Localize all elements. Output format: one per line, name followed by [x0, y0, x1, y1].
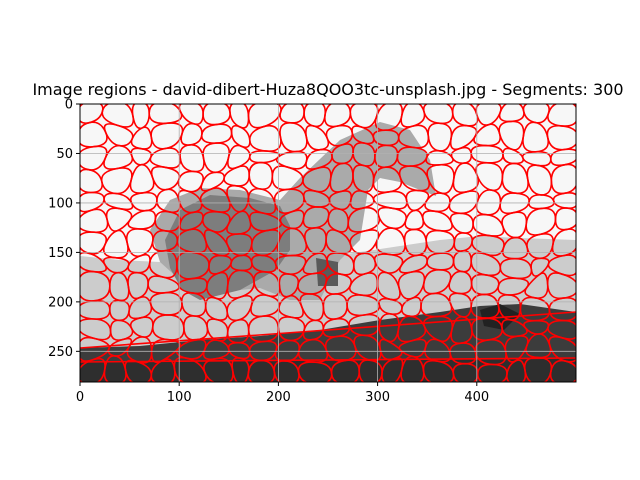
x-tick-label: 0 — [76, 390, 84, 405]
y-tick-label: 0 — [65, 98, 73, 113]
segment-cell — [297, 361, 333, 382]
segment-cell — [400, 355, 425, 382]
image-layer — [80, 104, 576, 382]
segment-cell — [203, 357, 234, 382]
segment-cell — [523, 356, 553, 382]
segment-cell — [549, 359, 576, 382]
segment-cell — [476, 363, 508, 382]
segment-cell — [422, 359, 455, 382]
segment-cell — [381, 357, 404, 382]
y-tick-label: 150 — [48, 246, 73, 261]
plot-frame — [79, 103, 577, 383]
x-tick-label: 300 — [365, 390, 390, 405]
y-tick-label: 200 — [48, 295, 73, 310]
x-tick-label: 400 — [464, 390, 489, 405]
y-tick-label: 250 — [48, 345, 73, 360]
segment-cell — [124, 359, 153, 382]
segment-cell — [330, 359, 361, 382]
y-tick-label: 50 — [56, 147, 73, 162]
segment-cell — [358, 359, 383, 382]
chart-title: Image regions - david-dibert-Huza8QOO3tc… — [32, 80, 623, 99]
x-tick-label: 200 — [266, 390, 291, 405]
segment-boundaries — [80, 104, 576, 382]
y-axis: 0 50 100 150 200 250 — [48, 98, 80, 360]
segment-cell — [150, 358, 176, 382]
segment-cell — [173, 356, 207, 382]
x-tick-label: 100 — [167, 390, 192, 405]
segment-cell — [80, 357, 106, 382]
rock-region — [165, 195, 290, 300]
segment-cell — [273, 360, 300, 382]
grid-lines — [80, 104, 576, 382]
segment-cell — [231, 357, 250, 382]
segment-boundary-line — [80, 311, 576, 349]
darkest-ground-region — [80, 358, 576, 382]
dark-patch — [316, 258, 338, 286]
segment-boundary-line — [80, 357, 576, 363]
plot-area — [79, 103, 577, 383]
segment-cell — [506, 359, 527, 382]
x-axis: 0 100 200 300 400 — [76, 382, 489, 405]
segment-cell — [247, 359, 276, 382]
y-tick-label: 100 — [48, 196, 73, 211]
